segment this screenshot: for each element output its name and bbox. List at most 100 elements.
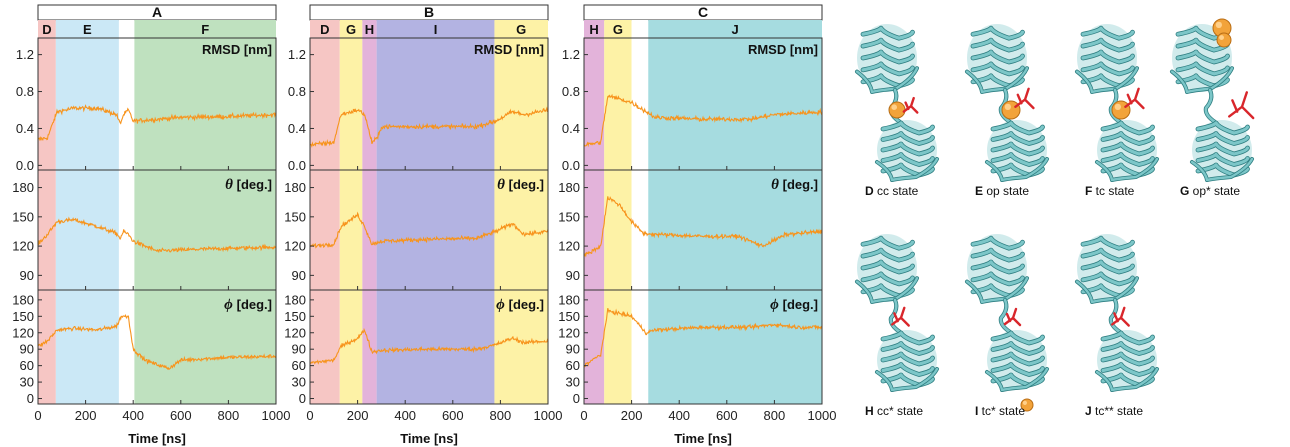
metric-symbol: ϕ <box>770 297 782 313</box>
ribbon <box>971 62 1025 76</box>
region-band <box>631 20 649 404</box>
metric-unit: [deg.] <box>237 297 272 312</box>
y-tick-label: 0.4 <box>562 121 580 136</box>
ribbon <box>881 163 935 177</box>
state-name: cc* state <box>877 404 923 418</box>
ribbon <box>861 74 915 88</box>
panel-title: B <box>424 4 434 20</box>
ribbon <box>1101 362 1155 377</box>
metric-label: θ [deg.] <box>497 177 544 193</box>
region-label: J <box>732 22 739 37</box>
x-tick-label: 400 <box>668 408 690 423</box>
ribbon <box>1101 352 1155 366</box>
ribbon <box>861 284 915 298</box>
trace-phi <box>37 313 277 371</box>
region-band <box>339 20 363 404</box>
ligand-stick <box>1003 307 1022 327</box>
y-tick-label: 0 <box>299 391 306 406</box>
ligand-stick <box>902 96 919 114</box>
state-caption: H cc* state <box>865 404 923 418</box>
y-tick-label: 150 <box>12 209 34 224</box>
ribbon <box>1170 67 1234 94</box>
ribbon <box>1109 298 1122 334</box>
y-tick-label: 0.0 <box>562 158 580 173</box>
subplot-rmsd: 0.0 0.4 0.8 1.2 RMSD [nm] <box>562 37 823 173</box>
state-letter: G <box>1180 184 1193 198</box>
metric-symbol: θ <box>497 177 509 193</box>
ribbon <box>999 298 1012 334</box>
x-tick-label: 600 <box>442 408 464 423</box>
x-tick-label: 800 <box>764 408 786 423</box>
ribbon <box>971 74 1025 88</box>
region-band <box>584 20 605 404</box>
ribbon <box>1196 152 1250 167</box>
protein-state-f: F tc state <box>1075 24 1159 198</box>
ribbon <box>1196 142 1250 156</box>
ribbon <box>971 284 1025 298</box>
metric-label: RMSD [nm] <box>748 42 818 57</box>
ribbon <box>855 277 919 304</box>
region-label: G <box>613 22 623 37</box>
ligand-stick <box>1124 87 1145 110</box>
ribbon <box>991 331 1045 345</box>
y-tick-label: 120 <box>12 239 34 254</box>
y-tick-label: 0.4 <box>16 121 34 136</box>
ligand-highlight <box>1004 103 1011 110</box>
ribbon <box>881 121 935 135</box>
ribbon <box>985 367 1049 392</box>
ribbon <box>861 38 915 52</box>
y-tick-label: 30 <box>292 375 306 390</box>
y-tick-label: 150 <box>284 309 306 324</box>
ligand-sphere <box>1001 100 1021 120</box>
y-tick-label: 180 <box>12 292 34 307</box>
x-tick-label: 400 <box>394 408 416 423</box>
y-tick-label: 180 <box>558 292 580 307</box>
ribbon <box>881 352 935 366</box>
protein-state-gallery: D cc state E op state F tc state G op* stat… <box>855 18 1255 418</box>
x-tick-label: 200 <box>75 408 97 423</box>
ribbon <box>861 248 915 262</box>
y-tick-label: 90 <box>20 342 34 357</box>
y-tick-label: 180 <box>284 292 306 307</box>
y-tick-label: 90 <box>566 268 580 283</box>
ribbon <box>999 88 1012 124</box>
state-letter: E <box>975 184 986 198</box>
y-tick-label: 0 <box>27 391 34 406</box>
trace-phi <box>583 308 823 368</box>
x-axis-title: Time [ns] <box>128 431 186 446</box>
y-tick-label: 1.2 <box>288 47 306 62</box>
state-name: op* state <box>1193 184 1241 198</box>
x-tick-label: 1000 <box>808 408 837 423</box>
y-tick-label: 90 <box>566 342 580 357</box>
metric-symbol: ϕ <box>224 297 236 313</box>
y-tick-label: 30 <box>566 375 580 390</box>
y-tick-label: 90 <box>20 268 34 283</box>
state-caption: F tc state <box>1085 184 1135 198</box>
region-band <box>362 20 377 404</box>
ribbon <box>1081 236 1135 250</box>
region-label: H <box>365 22 374 37</box>
ribbon <box>991 142 1045 156</box>
subplot-theta: 90 120 150 180 θ [deg.] <box>284 169 549 291</box>
state-caption: J tc** state <box>1085 404 1143 418</box>
x-tick-label: 0 <box>306 408 313 423</box>
x-tick-label: 0 <box>580 408 587 423</box>
ligand-stick <box>1228 91 1255 120</box>
ribbon <box>991 152 1045 167</box>
ligand-stick <box>891 306 910 327</box>
ribbon <box>1101 373 1155 387</box>
subplot-frame <box>309 289 549 405</box>
ligand-stick <box>1014 87 1035 110</box>
ribbon <box>1101 121 1155 135</box>
ligand-sphere <box>1111 100 1131 120</box>
ribbon <box>1081 50 1135 64</box>
ribbon <box>1081 62 1135 76</box>
y-tick-label: 180 <box>558 180 580 195</box>
ligand-stick <box>1111 306 1130 327</box>
ribbon <box>1101 131 1155 146</box>
protein-state-g: G op* state <box>1170 18 1255 198</box>
ribbon <box>1081 260 1135 274</box>
ribbon <box>1190 157 1254 182</box>
metric-symbol: θ <box>771 177 783 193</box>
